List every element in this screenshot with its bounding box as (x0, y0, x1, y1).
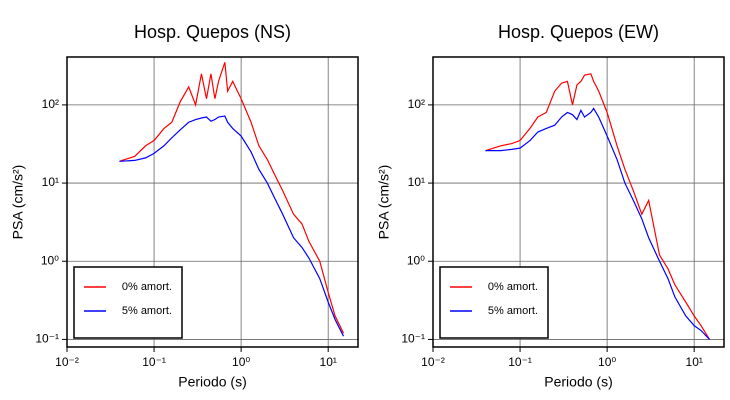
series-line (119, 62, 345, 334)
plot-frame (66, 56, 359, 348)
legend-box (439, 266, 549, 339)
x-tick-label: 10⁰ (598, 355, 616, 369)
legend-label: 5% amort. (122, 305, 172, 317)
y-tick-label: 10⁰ (407, 253, 425, 267)
legend-label: 0% amort. (122, 281, 172, 293)
legend-box (73, 266, 183, 339)
series-line (119, 115, 345, 337)
x-tick-label: 10⁻¹ (508, 355, 532, 369)
x-tick-label: 10⁻¹ (142, 355, 166, 369)
y-tick-label: 10⁻¹ (35, 332, 59, 346)
series-line (485, 73, 711, 340)
y-axis-label: PSA (cm/s²) (10, 165, 26, 240)
plot-frame (432, 56, 725, 348)
chart-title: Hosp. Quepos (NS) (134, 22, 291, 42)
series-line (485, 107, 710, 340)
y-tick-label: 10² (408, 97, 425, 111)
x-tick-label: 10⁰ (232, 355, 250, 369)
chart-title: Hosp. Quepos (EW) (498, 22, 659, 42)
y-tick-label: 10² (42, 97, 59, 111)
x-axis-label: Periodo (s) (178, 374, 246, 390)
x-tick-label: 10¹ (320, 355, 337, 369)
y-tick-label: 10⁻¹ (401, 332, 425, 346)
x-tick-label: 10⁻² (55, 355, 79, 369)
legend-label: 5% amort. (488, 305, 538, 317)
y-tick-label: 10⁰ (41, 253, 59, 267)
y-tick-label: 10¹ (408, 175, 425, 189)
legend-label: 0% amort. (488, 281, 538, 293)
y-axis-label: PSA (cm/s²) (376, 165, 392, 240)
x-tick-label: 10¹ (686, 355, 703, 369)
y-tick-label: 10¹ (42, 175, 59, 189)
x-axis-label: Periodo (s) (544, 374, 612, 390)
x-tick-label: 10⁻² (421, 355, 445, 369)
